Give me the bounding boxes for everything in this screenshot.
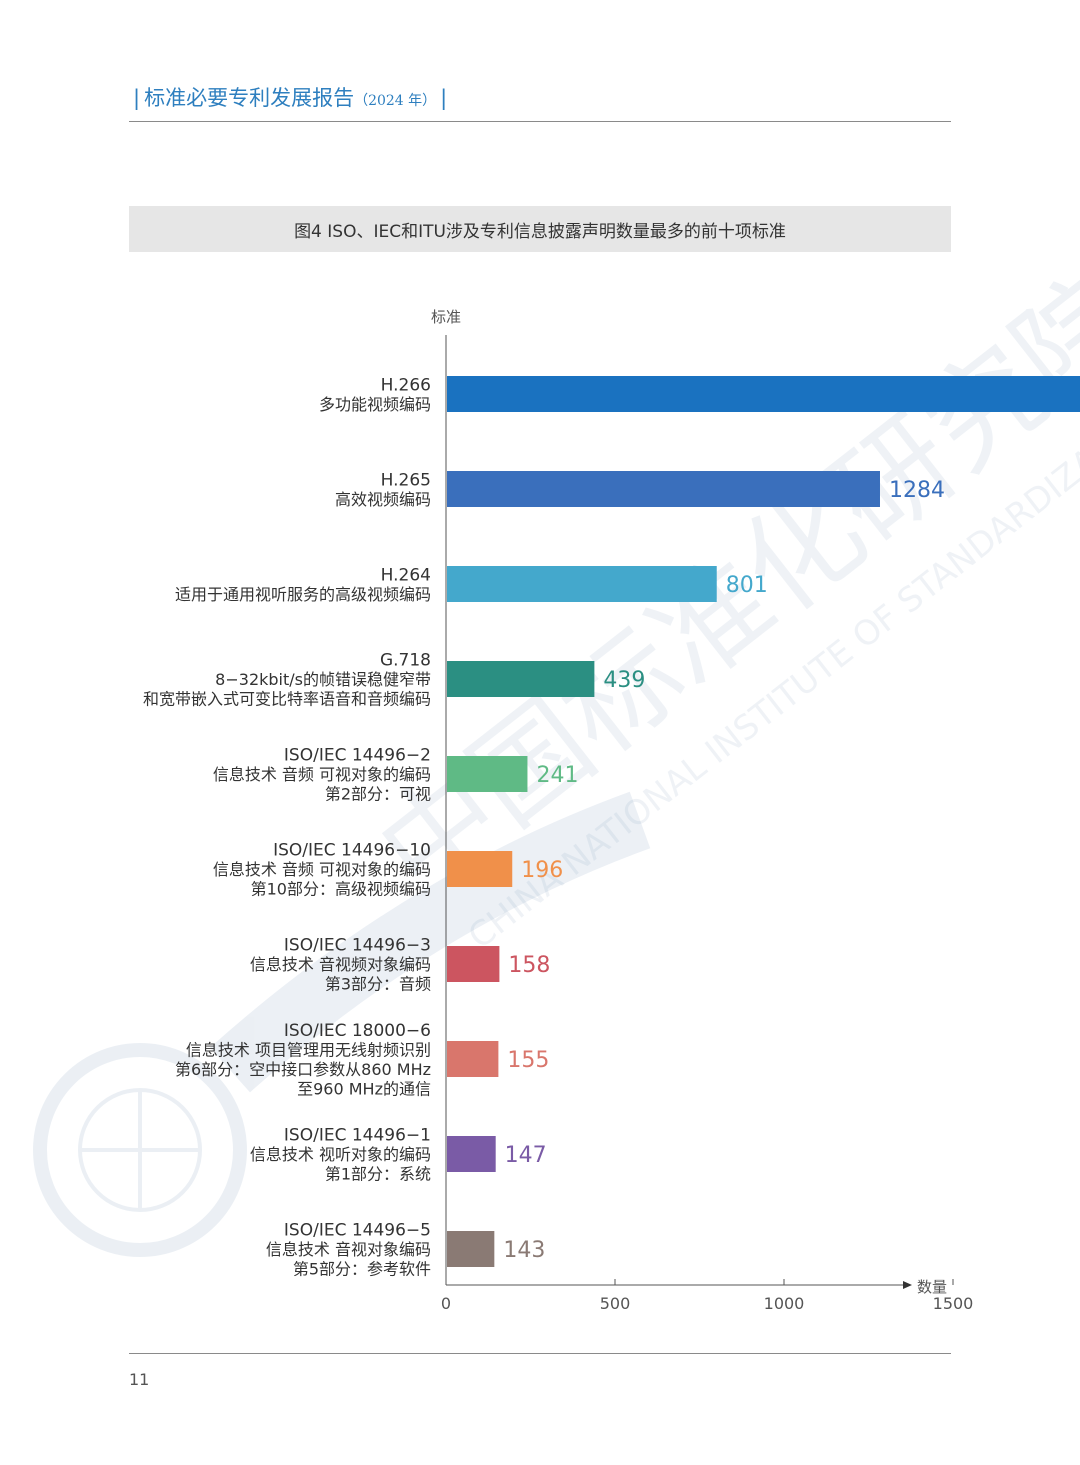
category-label: 第10部分：高级视频编码 bbox=[251, 880, 431, 899]
bar bbox=[447, 946, 500, 982]
header-year: （2024 年） bbox=[354, 93, 437, 109]
bar bbox=[447, 471, 880, 507]
header-divider-left: | bbox=[133, 86, 141, 110]
category-label: 第6部分：空中接口参数从860 MHz bbox=[175, 1060, 431, 1079]
category-label: ISO/IEC 14496−2 bbox=[284, 746, 431, 766]
category-label: ISO/IEC 14496−5 bbox=[284, 1221, 431, 1241]
category-label: H.264 bbox=[381, 565, 431, 585]
category-label: H.265 bbox=[381, 470, 431, 490]
bar bbox=[447, 1041, 499, 1077]
bar-value-label: 147 bbox=[505, 1143, 547, 1168]
category-label: 和宽带嵌入式可变比特率语音和音频编码 bbox=[143, 690, 431, 709]
x-tick-label: 1500 bbox=[933, 1294, 974, 1313]
x-tick-label: 1000 bbox=[764, 1294, 805, 1313]
category-label: ISO/IEC 14496−1 bbox=[284, 1126, 431, 1146]
bar-value-label: 1284 bbox=[889, 478, 945, 503]
y-axis-title: 标准 bbox=[431, 308, 461, 326]
bar bbox=[447, 566, 717, 602]
category-label: 信息技术 音频 可视对象的编码 bbox=[213, 765, 431, 784]
bar bbox=[447, 1136, 496, 1172]
category-label: 信息技术 音视对象编码 bbox=[266, 1240, 431, 1259]
x-axis-title: 数量 bbox=[917, 1278, 947, 1296]
category-label: 高效视频编码 bbox=[335, 490, 431, 509]
category-label: 第3部分：音频 bbox=[325, 975, 431, 994]
page-number: 11 bbox=[129, 1370, 150, 1389]
x-tick-label: 0 bbox=[441, 1294, 451, 1313]
footer-rule bbox=[129, 1353, 951, 1354]
category-label: ISO/IEC 14496−10 bbox=[273, 841, 431, 861]
bar-value-label: 143 bbox=[503, 1238, 545, 1263]
bar bbox=[447, 851, 513, 887]
x-axis-arrow-icon bbox=[903, 1281, 912, 1289]
category-label: ISO/IEC 14496−3 bbox=[284, 936, 431, 956]
category-label: 第1部分：系统 bbox=[325, 1165, 431, 1184]
bar bbox=[447, 661, 595, 697]
bar-value-label: 801 bbox=[726, 573, 768, 598]
bar-value-label: 158 bbox=[508, 953, 550, 978]
category-label: 多功能视频编码 bbox=[319, 395, 431, 414]
report-header: | 标准必要专利发展报告（2024 年） | bbox=[129, 82, 451, 112]
bar-value-label: 155 bbox=[507, 1048, 549, 1073]
category-label: 信息技术 音视频对象编码 bbox=[250, 955, 431, 974]
category-label: H.266 bbox=[381, 375, 431, 395]
header-title: 标准必要专利发展报告 bbox=[144, 86, 355, 110]
category-label: 第5部分：参考软件 bbox=[293, 1260, 431, 1279]
category-label: 第2部分：可视 bbox=[325, 785, 431, 804]
category-label: 至960 MHz的通信 bbox=[297, 1079, 431, 1098]
category-label: 信息技术 项目管理用无线射频识别 bbox=[186, 1040, 431, 1059]
bar-value-label: 241 bbox=[536, 763, 578, 788]
figure-title: 图4 ISO、IEC和ITU涉及专利信息披露声明数量最多的前十项标准 bbox=[294, 221, 786, 242]
header-divider-right: | bbox=[440, 86, 448, 110]
bar-value-label: 439 bbox=[603, 668, 645, 693]
category-label: 适用于通用视听服务的高级视频编码 bbox=[175, 585, 431, 604]
category-label: 信息技术 视听对象的编码 bbox=[250, 1145, 431, 1164]
bar-value-label: 196 bbox=[521, 858, 563, 883]
bar bbox=[447, 1231, 495, 1267]
figure-caption: 图4 ISO、IEC和ITU涉及专利信息披露声明数量最多的前十项标准 bbox=[129, 206, 951, 252]
x-tick-label: 500 bbox=[600, 1294, 631, 1313]
category-label: G.718 bbox=[380, 651, 431, 671]
category-label: 信息技术 音频 可视对象的编码 bbox=[213, 860, 431, 879]
category-label: ISO/IEC 18000−6 bbox=[284, 1021, 431, 1041]
category-label: 8−32kbit/s的帧错误稳健窄带 bbox=[215, 670, 431, 689]
bar bbox=[447, 376, 1080, 412]
bar bbox=[447, 756, 528, 792]
header-rule bbox=[129, 121, 951, 122]
